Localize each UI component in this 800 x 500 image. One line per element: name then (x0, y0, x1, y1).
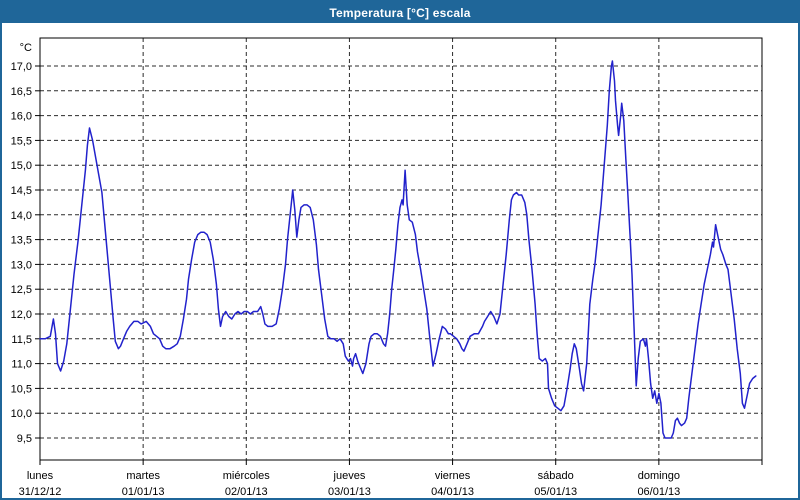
y-axis-tick-label: 9,5 (17, 433, 32, 445)
x-day-label: lunes (27, 470, 54, 482)
y-axis-tick-label: 13,0 (11, 259, 32, 271)
x-date-label: 02/01/13 (225, 486, 268, 498)
x-date-label: 03/01/13 (328, 486, 371, 498)
y-axis-tick-label: 14,0 (11, 210, 32, 222)
y-axis-tick-label: 14,5 (11, 185, 32, 197)
x-day-label: sábado (538, 470, 574, 482)
x-day-label: martes (126, 470, 160, 482)
temperature-chart: 17,0 16,5 16,0 15,5 15,0 14,5 14,0 13,5 13,0 12,5… (11, 37, 763, 498)
y-axis-tick-label: 10,0 (11, 408, 32, 420)
y-axis-tick-label: 12,0 (11, 309, 32, 321)
x-date-label: 06/01/13 (637, 486, 680, 498)
y-axis-tick-label: 15,5 (11, 135, 32, 147)
y-axis-tick-label: 17,0 (11, 61, 32, 73)
x-date-label: 04/01/13 (431, 486, 474, 498)
x-date-label: 01/01/13 (122, 486, 165, 498)
y-axis-tick-label: 11,5 (11, 334, 32, 346)
y-axis-tick-label: 11,0 (11, 359, 32, 371)
y-axis-tick-label: 16,5 (11, 86, 32, 98)
y-axis-tick-label: 10,5 (11, 383, 32, 395)
y-axis-unit-label: °C (20, 42, 32, 54)
chart-area: 17,0 16,5 16,0 15,5 15,0 14,5 14,0 13,5 13,0 12,5… (2, 23, 798, 498)
x-date-label: 31/12/12 (19, 486, 62, 498)
x-date-label: 05/01/13 (534, 486, 577, 498)
x-day-label: miércoles (223, 470, 271, 482)
window-title: Temperatura [°C] escala (329, 5, 471, 20)
y-axis-tick-label: 16,0 (11, 111, 32, 123)
y-axis-tick-label: 15,0 (11, 160, 32, 172)
plot-background (40, 38, 762, 460)
x-day-label: jueves (333, 470, 366, 482)
y-axis-tick-label: 13,5 (11, 235, 32, 247)
x-day-label: domingo (638, 470, 680, 482)
x-day-label: viernes (435, 470, 471, 482)
plot-border (39, 37, 763, 461)
y-axis-tick-label: 12,5 (11, 284, 32, 296)
temperature-line (39, 60, 757, 439)
title-bar: Temperatura [°C] escala (2, 2, 798, 23)
